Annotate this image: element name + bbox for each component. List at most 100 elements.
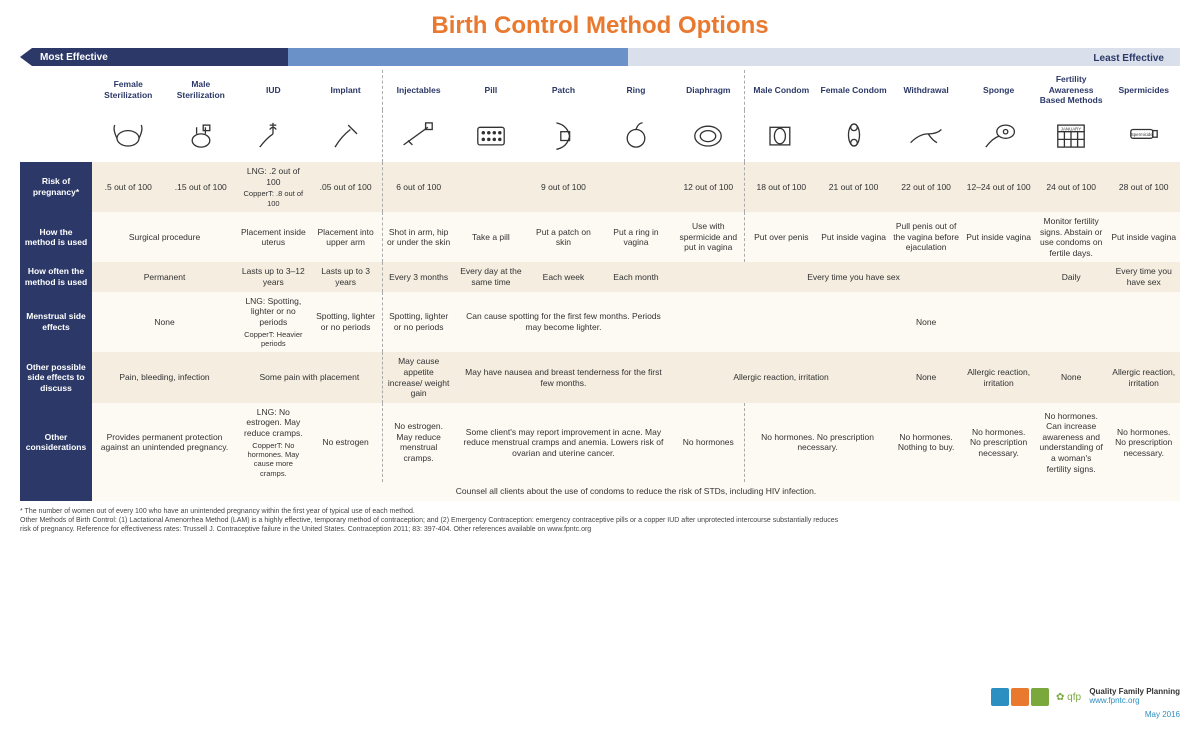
method-icon: Spermicide	[1107, 110, 1180, 162]
method-icon	[962, 110, 1035, 162]
column-header: Male Condom	[745, 70, 818, 110]
table-cell: Put a patch on skin	[527, 212, 600, 263]
table-cell: Permanent	[92, 262, 237, 291]
column-header: Fertility Awareness Based Methods	[1035, 70, 1108, 110]
icon-row: JANUARY Spermicide	[20, 110, 1180, 162]
table-cell: 6 out of 100	[382, 162, 455, 212]
method-icon	[600, 110, 673, 162]
row-header: Other possible side effects to discuss	[20, 352, 92, 403]
table-cell: .5 out of 100	[92, 162, 165, 212]
column-header: Patch	[527, 70, 600, 110]
table-row: Other possible side effects to discussPa…	[20, 352, 1180, 403]
table-cell: Pull penis out of the vagina before ejac…	[890, 212, 963, 263]
method-icon	[310, 110, 383, 162]
page-title: Birth Control Method Options	[20, 12, 1180, 40]
table-cell: Put over penis	[745, 212, 818, 263]
table-cell: Allergic reaction, irritation	[672, 352, 890, 403]
table-cell: Daily	[1035, 262, 1108, 291]
table-row: Menstrual side effectsNoneLNG: Spotting,…	[20, 292, 1180, 353]
table-cell: Each month	[600, 262, 673, 291]
table-cell: Take a pill	[455, 212, 528, 263]
effectiveness-bar: Most Effective Least Effective	[20, 48, 1180, 66]
table-cell: 24 out of 100	[1035, 162, 1108, 212]
table-row: How often the method is usedPermanent Las…	[20, 262, 1180, 291]
table-cell: Use with spermicide and put in vagina	[672, 212, 745, 263]
table-cell: Put inside vagina	[1107, 212, 1180, 263]
table-cell: Spotting, lighter or no periods	[310, 292, 383, 353]
table-cell: Every 3 months	[382, 262, 455, 291]
table-cell: Put inside vagina	[817, 212, 890, 263]
table-cell: LNG: .2 out of 100CopperT: .8 out of 100	[237, 162, 310, 212]
table-cell: None	[890, 352, 963, 403]
table-cell: May have nausea and breast tenderness fo…	[455, 352, 673, 403]
table-cell: 12–24 out of 100	[962, 162, 1035, 212]
table-cell: .15 out of 100	[165, 162, 238, 212]
table-cell: None	[672, 292, 1180, 353]
column-header: Female Sterilization	[92, 70, 165, 110]
svg-text:Spermicide: Spermicide	[1131, 132, 1154, 137]
most-effective-arrow	[20, 48, 32, 66]
table-cell: .05 out of 100	[310, 162, 383, 212]
svg-text:JANUARY: JANUARY	[1061, 126, 1081, 131]
footer-logos: ✿ qfp Quality Family Planning www.fpntc.…	[990, 688, 1180, 719]
row-header: Menstrual side effects	[20, 292, 92, 353]
table-cell: No hormones. No prescription necessary.	[1107, 403, 1180, 482]
table-row: How the method is usedSurgical procedure…	[20, 212, 1180, 263]
method-icon: JANUARY	[1035, 110, 1108, 162]
table-cell: Lasts up to 3 years	[310, 262, 383, 291]
column-header: Implant	[310, 70, 383, 110]
method-icon	[455, 110, 528, 162]
column-header-row: Female SterilizationMale SterilizationIU…	[20, 70, 1180, 110]
table-cell: Every time you have sex	[672, 262, 1035, 291]
row-header: Risk of pregnancy*	[20, 162, 92, 212]
method-icon	[92, 110, 165, 162]
table-cell: None	[1035, 352, 1108, 403]
table-cell: No hormones. Can increase awareness and …	[1035, 403, 1108, 482]
table-cell: Put a ring in vagina	[600, 212, 673, 263]
table-cell: No hormones. No prescription necessary.	[962, 403, 1035, 482]
table-cell: Placement inside uterus	[237, 212, 310, 263]
table-cell: No hormones. Nothing to buy.	[890, 403, 963, 482]
column-header: Diaphragm	[672, 70, 745, 110]
methods-table: Female SterilizationMale SterilizationIU…	[20, 70, 1180, 501]
table-cell: No estrogen	[310, 403, 383, 482]
table-cell: Pain, bleeding, infection	[92, 352, 237, 403]
method-icon	[672, 110, 745, 162]
table-cell: 12 out of 100	[672, 162, 745, 212]
table-cell: 18 out of 100	[745, 162, 818, 212]
table-cell: Can cause spotting for the first few mon…	[455, 292, 673, 353]
table-cell: Every time you have sex	[1107, 262, 1180, 291]
column-header: Pill	[455, 70, 528, 110]
least-effective-label: Least Effective	[1093, 50, 1172, 64]
column-header: Spermicides	[1107, 70, 1180, 110]
table-cell: May cause appetite increase/ weight gain	[382, 352, 455, 403]
method-icon	[165, 110, 238, 162]
table-cell: 9 out of 100	[455, 162, 673, 212]
method-icon	[527, 110, 600, 162]
table-cell: Put inside vagina	[962, 212, 1035, 263]
table-cell: LNG: No estrogen. May reduce cramps.Copp…	[237, 403, 310, 482]
table-cell: No hormones	[672, 403, 745, 482]
row-header: How the method is used	[20, 212, 92, 263]
table-cell: Placement into upper arm	[310, 212, 383, 263]
table-cell: Every day at the same time	[455, 262, 528, 291]
column-header: IUD	[237, 70, 310, 110]
column-header: Withdrawal	[890, 70, 963, 110]
table-cell: Surgical procedure	[92, 212, 237, 263]
counsel-note: Counsel all clients about the use of con…	[92, 482, 1180, 501]
table-cell: Spotting, lighter or no periods	[382, 292, 455, 353]
table-cell: 21 out of 100	[817, 162, 890, 212]
method-icon	[745, 110, 818, 162]
table-row: Risk of pregnancy*.5 out of 100.15 out o…	[20, 162, 1180, 212]
method-icon	[382, 110, 455, 162]
method-icon	[237, 110, 310, 162]
table-row: Other considerationsProvides permanent p…	[20, 403, 1180, 482]
table-cell: Provides permanent protection against an…	[92, 403, 237, 482]
method-icon	[817, 110, 890, 162]
table-cell: Allergic reaction, irritation	[962, 352, 1035, 403]
footnotes: * The number of women out of every 100 w…	[20, 507, 840, 534]
column-header: Male Sterilization	[165, 70, 238, 110]
table-cell: Allergic reaction, irritation	[1107, 352, 1180, 403]
table-cell: Some pain with placement	[237, 352, 382, 403]
row-header: How often the method is used	[20, 262, 92, 291]
